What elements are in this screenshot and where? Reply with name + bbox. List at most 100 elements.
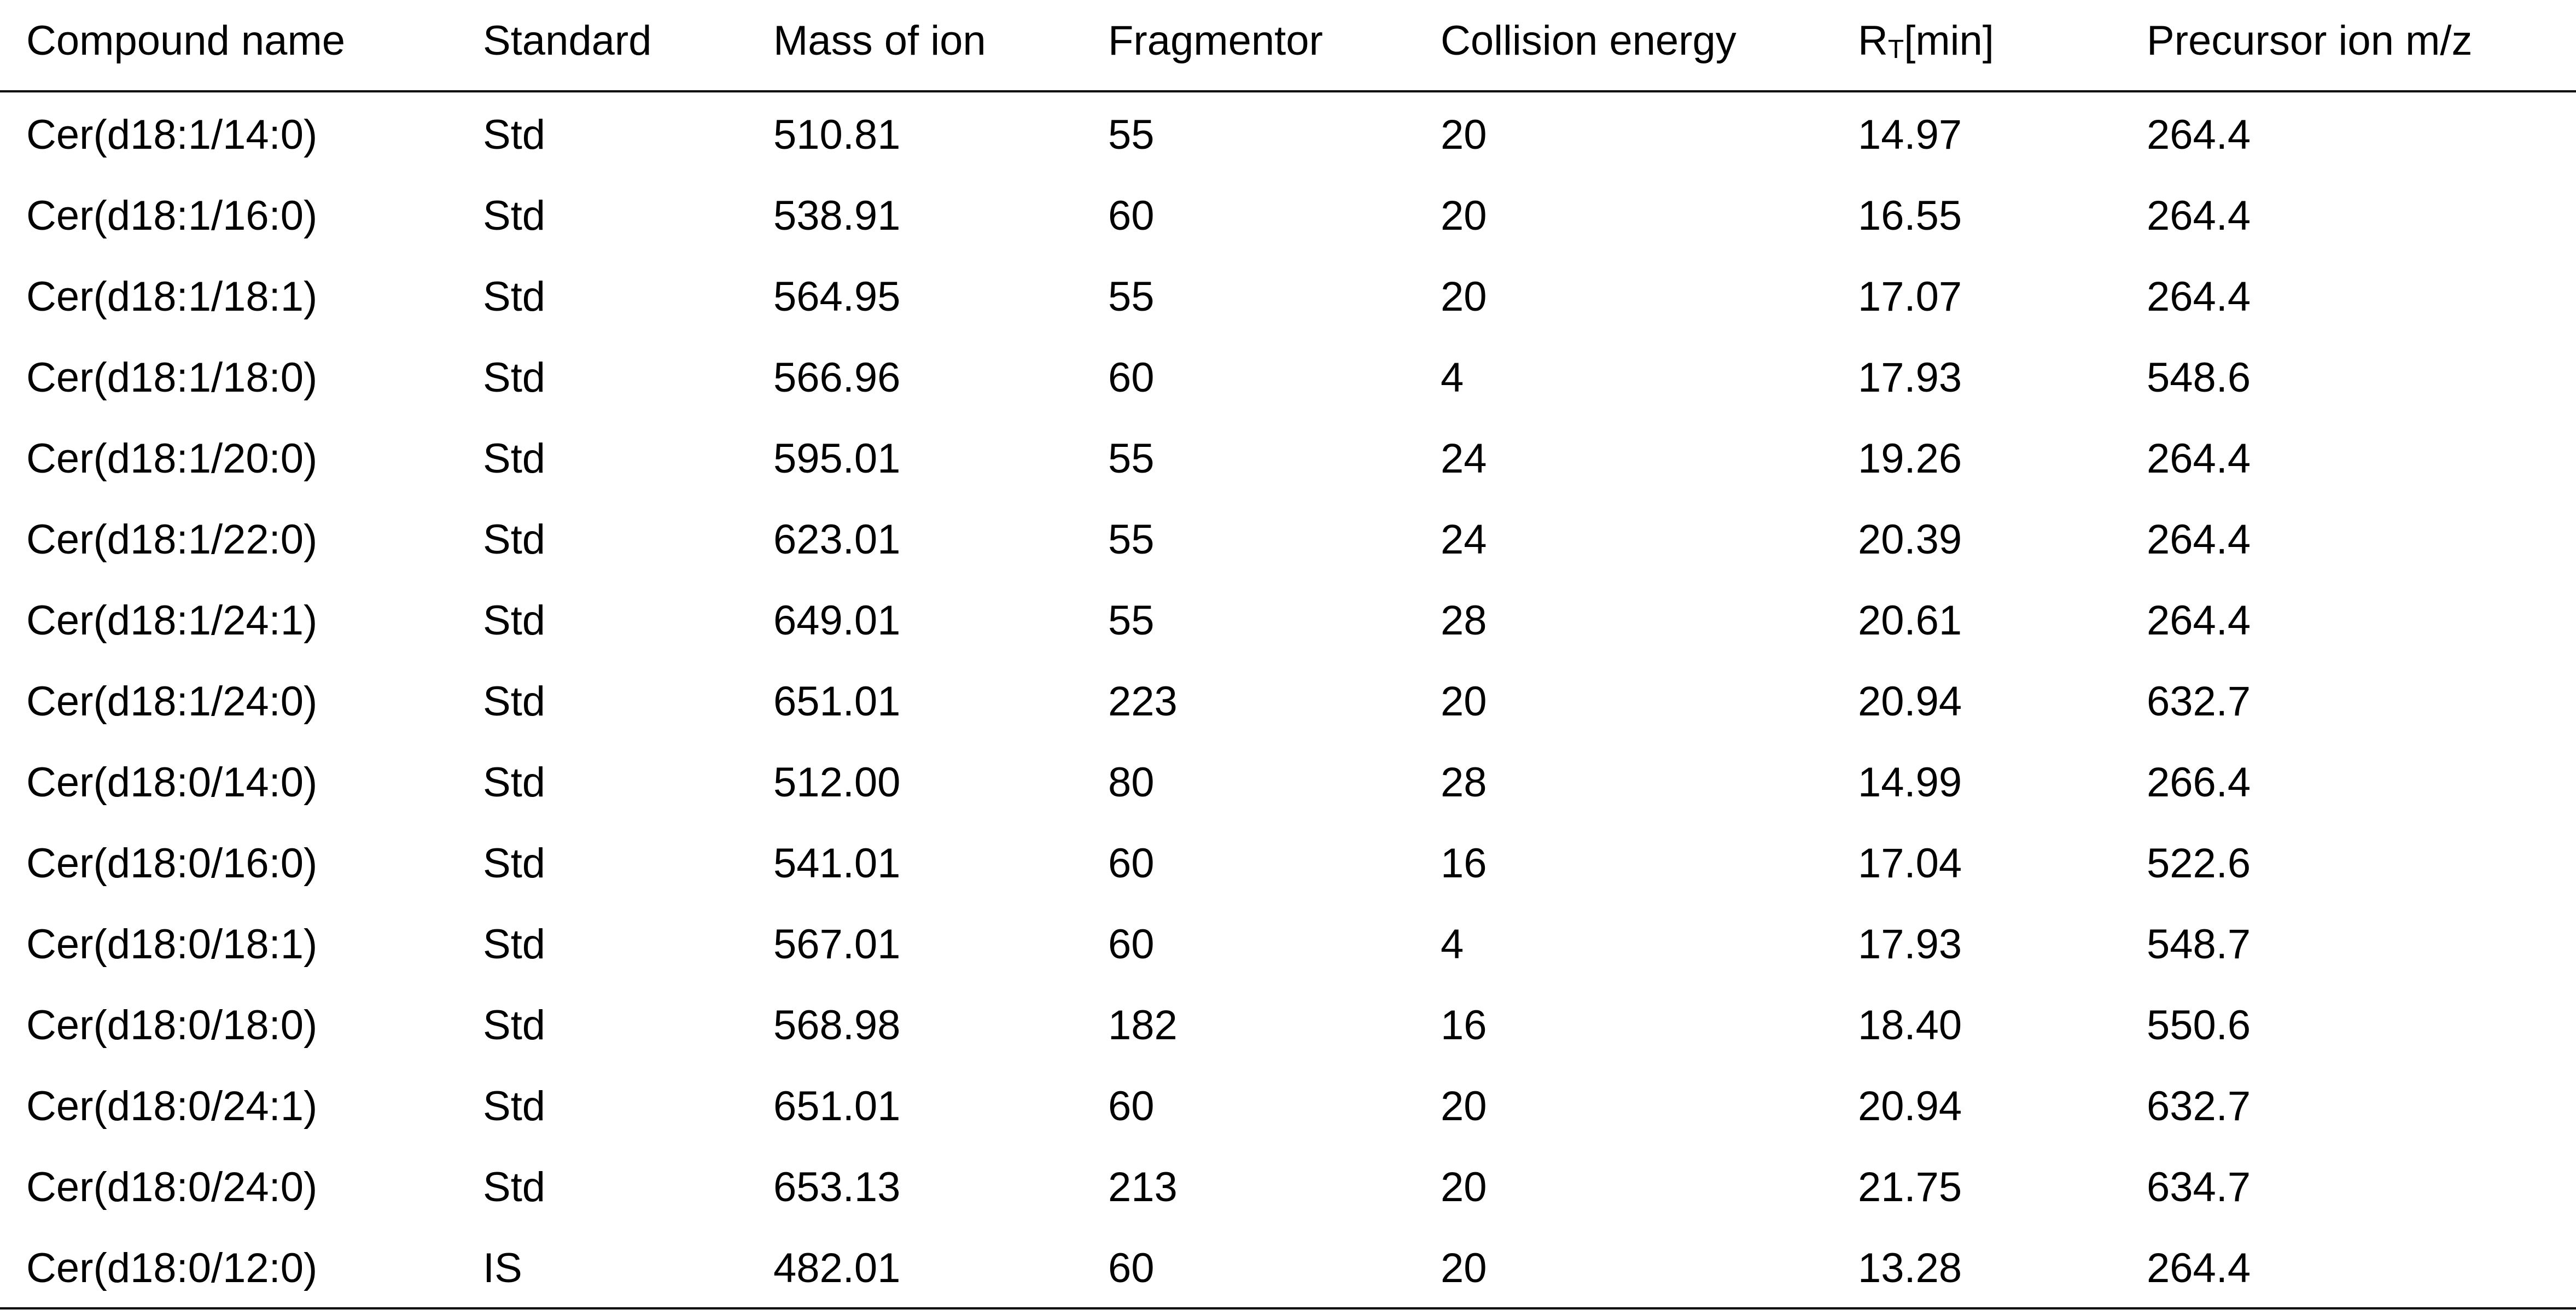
- header-retention-time-subscript: T: [1887, 35, 1904, 64]
- cell-collision-energy: 4: [1441, 921, 1464, 968]
- cell-fragmentor: 213: [1108, 1164, 1178, 1210]
- cell-standard: Std: [483, 759, 546, 806]
- table-row: Cer(d18:0/24:0) Std 653.13 213 20 21.75 634.7: [0, 1146, 2576, 1229]
- cell-mass-of-ion: 651.01: [773, 678, 901, 725]
- cell-standard: Std: [483, 516, 546, 563]
- cell-standard: Std: [483, 840, 546, 887]
- cell-compound-name: Cer(d18:0/12:0): [26, 1245, 318, 1291]
- table-row: Cer(d18:1/18:0) Std 566.96 60 4 17.93 548.6: [0, 337, 2576, 419]
- cell-precursor-ion: 264.4: [2147, 273, 2251, 320]
- cell-mass-of-ion: 541.01: [773, 840, 901, 887]
- cell-collision-energy: 20: [1441, 112, 1487, 158]
- cell-mass-of-ion: 564.95: [773, 273, 901, 320]
- cell-precursor-ion: 548.7: [2147, 921, 2251, 968]
- table-row: Cer(d18:0/14:0) Std 512.00 80 28 14.99 266.4: [0, 742, 2576, 824]
- cell-standard: Std: [483, 678, 546, 725]
- header-retention-time: RT[min]: [1858, 0, 1994, 82]
- cell-collision-energy: 20: [1441, 273, 1487, 320]
- cell-fragmentor: 60: [1108, 354, 1155, 401]
- cell-retention-time: 17.93: [1858, 354, 1962, 401]
- cell-compound-name: Cer(d18:0/18:0): [26, 1002, 318, 1049]
- cell-retention-time: 18.40: [1858, 1002, 1962, 1049]
- cell-collision-energy: 4: [1441, 354, 1464, 401]
- table-row: Cer(d18:0/24:1) Std 651.01 60 20 20.94 632.7: [0, 1066, 2576, 1148]
- cell-mass-of-ion: 567.01: [773, 921, 901, 968]
- cell-precursor-ion: 264.4: [2147, 193, 2251, 239]
- table-row: Cer(d18:1/16:0) Std 538.91 60 20 16.55 264.4: [0, 175, 2576, 257]
- table-row: Cer(d18:1/14:0) Std 510.81 55 20 14.97 264.4: [0, 94, 2576, 176]
- cell-retention-time: 17.04: [1858, 840, 1962, 887]
- cell-precursor-ion: 548.6: [2147, 354, 2251, 401]
- cell-compound-name: Cer(d18:0/24:1): [26, 1083, 318, 1129]
- cell-fragmentor: 55: [1108, 112, 1155, 158]
- cell-retention-time: 20.94: [1858, 678, 1962, 725]
- cell-mass-of-ion: 623.01: [773, 516, 901, 563]
- table-row: Cer(d18:0/18:0) Std 568.98 182 16 18.40 550.6: [0, 985, 2576, 1067]
- table-bottom-rule: [0, 1307, 2576, 1309]
- cell-standard: Std: [483, 273, 546, 320]
- cell-retention-time: 21.75: [1858, 1164, 1962, 1210]
- table-row: Cer(d18:0/12:0) IS 482.01 60 20 13.28 264.4: [0, 1227, 2576, 1309]
- cell-fragmentor: 182: [1108, 1002, 1178, 1049]
- table-row: Cer(d18:0/18:1) Std 567.01 60 4 17.93 548.7: [0, 904, 2576, 986]
- cell-precursor-ion: 264.4: [2147, 435, 2251, 482]
- cell-fragmentor: 223: [1108, 678, 1178, 725]
- header-retention-time-base: R: [1858, 18, 1888, 64]
- header-precursor-ion: Precursor ion m/z: [2147, 18, 2473, 64]
- cell-compound-name: Cer(d18:1/24:1): [26, 597, 318, 644]
- cell-standard: Std: [483, 354, 546, 401]
- cell-collision-energy: 20: [1441, 678, 1487, 725]
- cell-fragmentor: 55: [1108, 597, 1155, 644]
- cell-retention-time: 20.61: [1858, 597, 1962, 644]
- cell-compound-name: Cer(d18:0/14:0): [26, 759, 318, 806]
- cell-fragmentor: 60: [1108, 1083, 1155, 1129]
- cell-mass-of-ion: 568.98: [773, 1002, 901, 1049]
- cell-collision-energy: 16: [1441, 840, 1487, 887]
- cell-fragmentor: 60: [1108, 193, 1155, 239]
- cell-collision-energy: 20: [1441, 1083, 1487, 1129]
- cell-mass-of-ion: 538.91: [773, 193, 901, 239]
- cell-retention-time: 20.94: [1858, 1083, 1962, 1129]
- cell-fragmentor: 55: [1108, 516, 1155, 563]
- cell-mass-of-ion: 512.00: [773, 759, 901, 806]
- table-header-row: Compound name Standard Mass of ion Fragm…: [0, 0, 2576, 82]
- cell-fragmentor: 55: [1108, 435, 1155, 482]
- cell-mass-of-ion: 595.01: [773, 435, 901, 482]
- cell-fragmentor: 60: [1108, 1245, 1155, 1291]
- cell-mass-of-ion: 649.01: [773, 597, 901, 644]
- cell-retention-time: 14.99: [1858, 759, 1962, 806]
- cell-standard: Std: [483, 1002, 546, 1049]
- cell-standard: Std: [483, 921, 546, 968]
- header-standard: Standard: [483, 18, 652, 64]
- header-compound-name: Compound name: [26, 18, 346, 64]
- cell-retention-time: 17.93: [1858, 921, 1962, 968]
- cell-mass-of-ion: 510.81: [773, 112, 901, 158]
- table-row: Cer(d18:1/24:1) Std 649.01 55 28 20.61 264.4: [0, 580, 2576, 662]
- cell-precursor-ion: 264.4: [2147, 597, 2251, 644]
- table-row: Cer(d18:1/18:1) Std 564.95 55 20 17.07 264.4: [0, 256, 2576, 338]
- cell-precursor-ion: 550.6: [2147, 1002, 2251, 1049]
- cell-retention-time: 17.07: [1858, 273, 1962, 320]
- cell-compound-name: Cer(d18:1/18:1): [26, 273, 318, 320]
- cell-compound-name: Cer(d18:1/14:0): [26, 112, 318, 158]
- header-fragmentor: Fragmentor: [1108, 18, 1323, 64]
- cell-retention-time: 13.28: [1858, 1245, 1962, 1291]
- header-collision-energy: Collision energy: [1441, 18, 1736, 64]
- cell-fragmentor: 80: [1108, 759, 1155, 806]
- cell-standard: Std: [483, 193, 546, 239]
- cell-retention-time: 16.55: [1858, 193, 1962, 239]
- cell-collision-energy: 20: [1441, 193, 1487, 239]
- cell-precursor-ion: 634.7: [2147, 1164, 2251, 1210]
- cell-retention-time: 19.26: [1858, 435, 1962, 482]
- cell-retention-time: 14.97: [1858, 112, 1962, 158]
- cell-compound-name: Cer(d18:1/16:0): [26, 193, 318, 239]
- table-row: Cer(d18:1/24:0) Std 651.01 223 20 20.94 632.7: [0, 661, 2576, 743]
- cell-fragmentor: 60: [1108, 921, 1155, 968]
- cell-precursor-ion: 632.7: [2147, 678, 2251, 725]
- cell-retention-time: 20.39: [1858, 516, 1962, 563]
- cell-compound-name: Cer(d18:1/18:0): [26, 354, 318, 401]
- cell-collision-energy: 24: [1441, 516, 1487, 563]
- cell-fragmentor: 60: [1108, 840, 1155, 887]
- cell-compound-name: Cer(d18:1/24:0): [26, 678, 318, 725]
- cell-precursor-ion: 522.6: [2147, 840, 2251, 887]
